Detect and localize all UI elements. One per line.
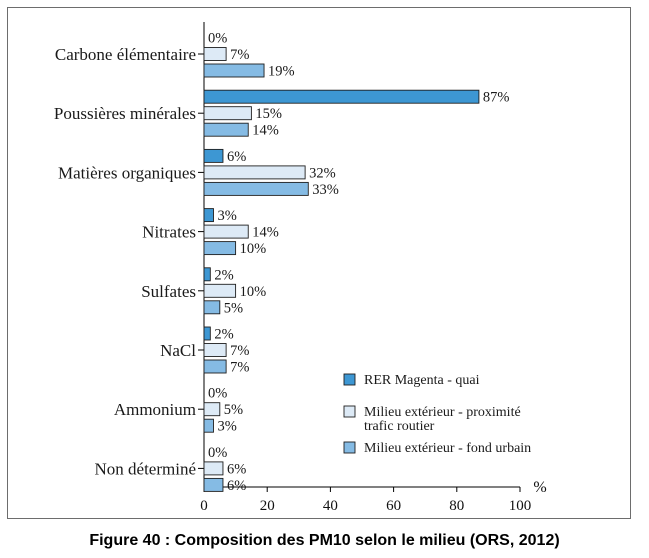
category-label: Matières organiques xyxy=(58,163,196,182)
x-tick-label: 0 xyxy=(200,498,208,514)
category-label: Ammonium xyxy=(114,400,196,419)
legend-label: trafic routier xyxy=(364,419,435,434)
x-tick-label: 60 xyxy=(386,498,401,514)
bar-chart: 0 20 40 60 80 100%Carbone élémentaire0%7%19%P… xyxy=(54,22,547,514)
data-label: 7% xyxy=(230,343,249,359)
bar xyxy=(203,461,224,476)
bar xyxy=(203,402,221,417)
bar xyxy=(203,63,265,78)
category-label: NaCl xyxy=(160,341,196,360)
chart-frame: 0 20 40 60 80 100% Carbone élémentaire 0% 7% 19% P… xyxy=(7,7,631,519)
data-label: 3% xyxy=(217,208,236,224)
x-tick-label: 80 xyxy=(449,498,464,514)
bar xyxy=(203,89,480,104)
data-label: 2% xyxy=(214,267,233,283)
data-label: 5% xyxy=(224,300,243,316)
bar xyxy=(203,106,252,121)
category-label: Poussières minérales xyxy=(54,104,196,123)
data-label: 10% xyxy=(240,241,267,257)
data-label: 19% xyxy=(268,64,295,80)
legend-label: RER Magenta - quai xyxy=(364,373,480,388)
category-label: Nitrates xyxy=(142,223,196,242)
data-label: 33% xyxy=(312,182,339,198)
data-label: 87% xyxy=(483,90,510,106)
data-label: 0% xyxy=(208,386,227,402)
data-label: 6% xyxy=(227,149,246,165)
bar xyxy=(203,267,211,282)
x-tick-label: 20 xyxy=(260,498,275,514)
category-label: Carbone élémentaire xyxy=(55,45,196,64)
data-label: 14% xyxy=(252,123,279,139)
data-label: 15% xyxy=(255,106,282,122)
data-label: 7% xyxy=(230,360,249,376)
data-label: 6% xyxy=(227,478,246,494)
data-label: 5% xyxy=(224,402,243,418)
legend-label: Milieu extérieur - fond urbain xyxy=(364,441,531,456)
bar xyxy=(203,241,237,256)
bar xyxy=(203,148,224,163)
data-label: 0% xyxy=(208,445,227,461)
category-label: Non déterminé xyxy=(95,459,197,478)
data-label: 14% xyxy=(252,225,279,241)
legend-swatch xyxy=(343,441,356,454)
legend-swatch xyxy=(343,405,356,418)
category-label: Sulfates xyxy=(141,282,196,301)
figure-caption: Figure 40 : Composition des PM10 selon l… xyxy=(89,532,560,549)
bar xyxy=(203,477,224,492)
bar xyxy=(203,208,214,223)
legend-swatch xyxy=(343,373,356,386)
bar xyxy=(203,326,211,341)
data-label: 2% xyxy=(214,327,233,343)
bar xyxy=(203,359,227,374)
bar xyxy=(203,224,249,239)
x-unit-label: % xyxy=(533,479,546,496)
bar xyxy=(203,122,249,137)
data-label: 0% xyxy=(208,31,227,47)
data-label: 7% xyxy=(230,47,249,63)
data-label: 3% xyxy=(217,419,236,435)
data-label: 10% xyxy=(240,284,267,300)
bar xyxy=(203,343,227,357)
legend-label: Milieu extérieur - proximité xyxy=(364,405,521,420)
bar xyxy=(203,165,306,180)
bar xyxy=(203,300,221,315)
bar xyxy=(203,418,214,433)
bar xyxy=(203,181,309,196)
bar xyxy=(203,47,227,61)
x-tick-label: 100 xyxy=(509,498,532,514)
bar xyxy=(203,283,237,298)
data-label: 32% xyxy=(309,165,336,181)
x-tick-label: 40 xyxy=(323,498,338,514)
data-label: 6% xyxy=(227,461,246,477)
